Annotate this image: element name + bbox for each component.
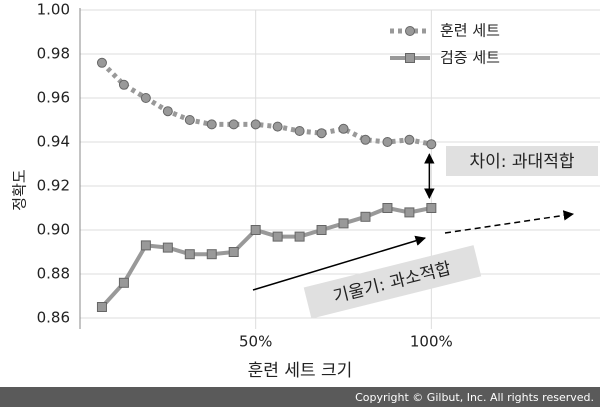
point xyxy=(162,242,173,253)
point xyxy=(96,57,107,68)
annotation: 차이: 과대적합 xyxy=(470,152,575,172)
y-tick-label: 0.98 xyxy=(37,45,70,63)
point xyxy=(360,211,371,222)
point xyxy=(206,249,217,260)
slope-arrow xyxy=(252,235,427,291)
point xyxy=(404,134,415,145)
point xyxy=(294,231,305,242)
point xyxy=(118,79,129,90)
point xyxy=(184,249,195,260)
point xyxy=(382,137,393,147)
point xyxy=(250,225,261,235)
point xyxy=(316,128,327,139)
point xyxy=(250,119,261,130)
y-tick-label: 0.94 xyxy=(37,133,70,151)
point xyxy=(294,126,305,136)
point xyxy=(426,203,437,213)
point xyxy=(426,139,437,150)
point xyxy=(184,115,195,125)
point xyxy=(404,207,415,218)
x-tick-label: 50% xyxy=(239,333,272,351)
y-tick-label: 0.88 xyxy=(37,265,70,283)
point xyxy=(382,203,393,213)
point xyxy=(118,277,129,288)
legend-marker xyxy=(405,26,415,36)
point xyxy=(338,218,349,229)
point xyxy=(96,302,107,312)
annotation-box xyxy=(446,146,598,176)
y-tick-label: 0.92 xyxy=(37,177,70,195)
point xyxy=(162,106,173,117)
point xyxy=(228,247,239,257)
point xyxy=(206,119,217,130)
x-tick-label: 100% xyxy=(410,333,453,351)
y-tick-label: 0.96 xyxy=(37,89,70,107)
series-line xyxy=(100,61,432,147)
annotation-box xyxy=(303,245,482,319)
y-tick-label: 0.90 xyxy=(37,221,70,239)
legend-label: 훈련 세트 xyxy=(440,22,500,40)
point xyxy=(228,119,239,130)
point xyxy=(140,93,151,103)
legend-label: 검증 세트 xyxy=(440,49,500,67)
point xyxy=(272,121,283,132)
series-line xyxy=(100,205,432,309)
point xyxy=(316,225,327,235)
point xyxy=(338,123,349,134)
legend-marker xyxy=(405,53,415,63)
x-axis-label: 훈련 세트 크기 xyxy=(248,361,353,381)
y-tick-label: 0.86 xyxy=(37,309,70,327)
annotation-group: 기울기: 과소적합 xyxy=(303,245,482,319)
point xyxy=(272,231,283,242)
y-axis-label: 정확도 xyxy=(11,169,29,211)
footer-bar xyxy=(0,387,600,407)
point xyxy=(360,134,371,145)
footer: Copyright © Gilbut, Inc. All rights rese… xyxy=(355,391,594,404)
point xyxy=(140,240,151,251)
y-tick-label: 1.00 xyxy=(37,1,70,19)
slope-arrow-dashed xyxy=(444,210,575,234)
